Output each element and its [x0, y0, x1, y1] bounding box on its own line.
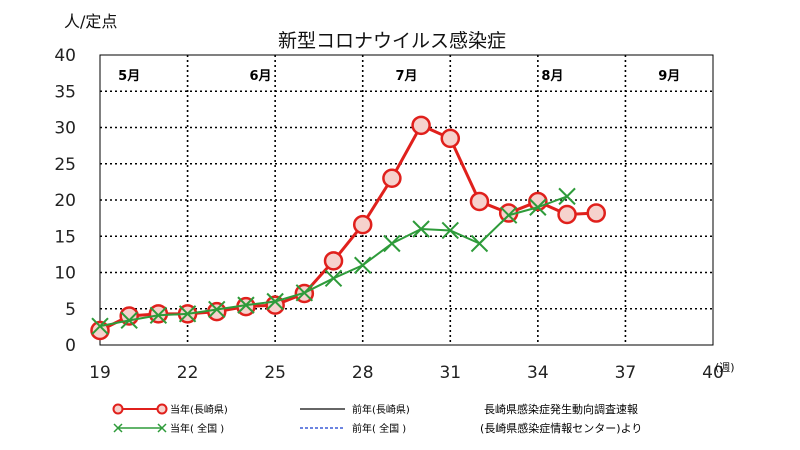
y-tick-label: 30 [54, 119, 76, 139]
data-point [207, 301, 227, 322]
legend-entry-current-nagasaki: 当年(長崎県) [112, 403, 228, 416]
legend-circle-marker [156, 403, 168, 415]
data-point [324, 269, 343, 288]
data-point [440, 128, 461, 149]
month-label: 9月 [658, 69, 680, 84]
data-point [411, 115, 431, 136]
legend-label: 前年( 全国 ) [352, 422, 406, 435]
y-tick-label: 25 [54, 155, 76, 175]
x-tick-label: 37 [615, 363, 637, 383]
data-point [470, 234, 489, 253]
x-tick-label: 40 [702, 363, 724, 383]
data-point [441, 221, 459, 240]
data-point [208, 300, 226, 319]
source-note-line1: 長崎県感染症発生動向調査速報 [484, 402, 638, 416]
x-tick-label: 34 [527, 363, 549, 383]
y-tick-label: 5 [65, 300, 76, 320]
data-point [91, 317, 109, 335]
legend: 当年(長崎県) 前年(長崎県) 当年( 全国 ) 前年( 全国 ) [112, 403, 410, 435]
legend-x-marker [157, 423, 167, 433]
data-point [323, 251, 344, 271]
series [90, 115, 606, 341]
legend-entry-current-national: 当年( 全国 ) [113, 422, 224, 435]
data-point [557, 204, 577, 225]
legend-circle-marker [112, 403, 124, 415]
data-point [383, 234, 401, 253]
data-point [469, 191, 490, 212]
legend-label: 前年(長崎県) [352, 403, 410, 416]
x-axis-ticks: 19 22 25 28 31 34 37 40 [89, 363, 724, 383]
data-point [178, 305, 197, 323]
y-tick-label: 0 [65, 336, 76, 356]
data-point [558, 187, 576, 206]
x-tick-label: 22 [177, 363, 199, 383]
y-axis-unit: 人/定点 [64, 12, 117, 31]
legend-label: 当年(長崎県) [170, 403, 228, 416]
data-point [148, 304, 169, 324]
data-point [586, 203, 606, 223]
y-tick-label: 35 [54, 82, 76, 102]
data-point [295, 284, 314, 302]
x-tick-label: 28 [352, 363, 374, 383]
series-current-nagasaki [90, 115, 606, 341]
data-point [529, 198, 547, 216]
legend-x-marker [113, 423, 123, 433]
chart-title: 新型コロナウイルス感染症 [278, 30, 506, 52]
month-labels: 5月 6月 7月 8月 9月 [118, 69, 680, 84]
series-line [99, 123, 597, 332]
y-tick-label: 40 [54, 46, 76, 66]
month-label: 8月 [541, 69, 563, 84]
source-note-line2: (長崎県感染症情報センター)より [480, 421, 642, 435]
data-point [382, 168, 402, 188]
data-point [354, 256, 372, 274]
x-tick-label: 31 [439, 363, 461, 383]
y-tick-label: 20 [54, 191, 76, 211]
data-point [149, 306, 168, 324]
legend-entry-prev-national: 前年( 全国 ) [300, 422, 406, 435]
x-axis-unit: (週) [715, 361, 735, 374]
x-tick-label: 19 [89, 363, 111, 383]
data-point [499, 206, 518, 224]
y-axis-ticks: 0 5 10 15 20 25 30 35 40 [54, 46, 76, 356]
grid [100, 55, 713, 345]
month-label: 5月 [118, 69, 140, 84]
data-point [412, 220, 430, 238]
month-label: 7月 [395, 69, 417, 84]
legend-entry-prev-nagasaki: 前年(長崎県) [300, 403, 410, 416]
x-tick-label: 25 [264, 363, 286, 383]
month-label: 6月 [250, 69, 272, 84]
legend-label: 当年( 全国 ) [170, 422, 224, 435]
data-point [120, 311, 138, 330]
data-point [266, 292, 284, 311]
y-tick-label: 10 [54, 264, 76, 284]
series-current-national [91, 187, 576, 335]
data-point [237, 296, 255, 314]
data-point [352, 214, 373, 235]
y-tick-label: 15 [54, 227, 76, 247]
